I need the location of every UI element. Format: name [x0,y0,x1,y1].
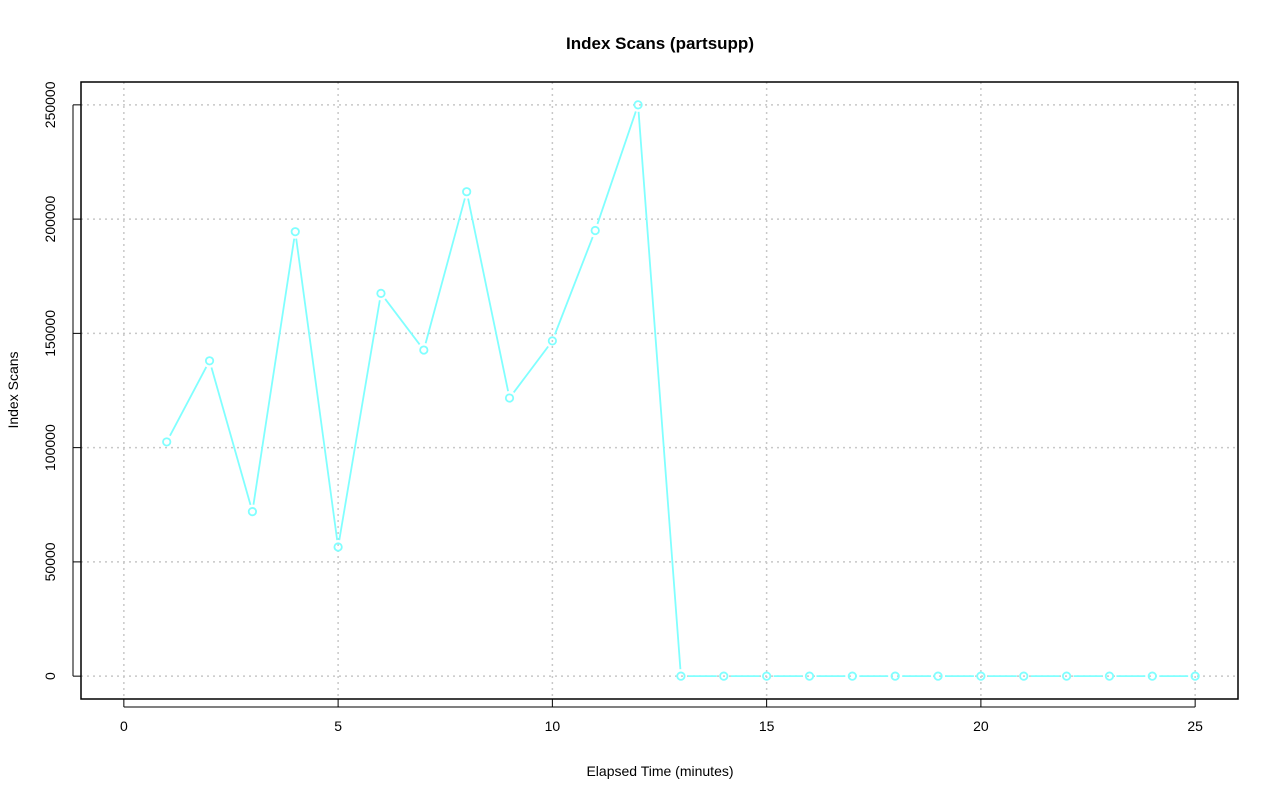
data-point [547,336,557,346]
x-tick-label: 15 [759,718,775,734]
data-point [376,288,386,298]
data-point [1190,671,1200,681]
series-line-segment [384,298,421,346]
y-tick-label: 250000 [42,81,58,128]
series-line-segment [424,198,466,344]
data-point [847,671,857,681]
y-tick-label: 0 [42,672,58,680]
series-line-segment [252,238,296,505]
data-point [933,671,943,681]
x-tick-label: 10 [545,718,561,734]
series-line-segment [210,367,252,506]
data-point [804,671,815,681]
data-point [590,225,600,236]
y-axis-label: Index Scans [5,351,21,428]
data-point [1147,671,1157,681]
series-line-segment [338,300,381,541]
series-line-segment [169,366,208,437]
x-tick-label: 5 [334,718,342,734]
data-point [633,100,643,110]
data-point [462,187,472,197]
data-point [719,671,729,681]
data-point [1061,671,1072,681]
data-point [290,227,300,237]
x-axis-label: Elapsed Time (minutes) [586,763,733,779]
series-line-segment [512,345,549,393]
data-point [333,542,343,552]
y-tick-label: 150000 [42,310,58,357]
y-tick-label: 100000 [42,424,58,471]
data-point [204,356,215,366]
series-line-segment [637,111,682,670]
data-point [762,671,772,681]
axes: 0 5 10 15 20 25 0 50000 100000 150000 200000 250000 [42,81,1203,734]
y-tick-label: 200000 [42,196,58,243]
data-point [1019,671,1029,681]
data-point [890,671,900,681]
grid [81,82,1238,699]
data-point [504,393,515,403]
data-point [419,345,429,355]
data-point [976,671,986,681]
x-tick-label: 25 [1187,718,1203,734]
x-tick-label: 0 [120,718,128,734]
data-point [1104,671,1115,681]
x-tick-label: 20 [973,718,989,734]
series-line-segment [467,198,509,392]
chart-title: Index Scans (partsupp) [566,34,754,53]
data-point [247,507,258,517]
series-line-segment [554,236,594,335]
y-tick-label: 50000 [42,542,58,581]
data-point [676,671,686,681]
data-point [162,437,172,447]
series-line-segment [295,238,339,541]
plot-frame [80,81,1239,700]
series-line-segment [596,111,637,225]
series [162,100,1200,681]
